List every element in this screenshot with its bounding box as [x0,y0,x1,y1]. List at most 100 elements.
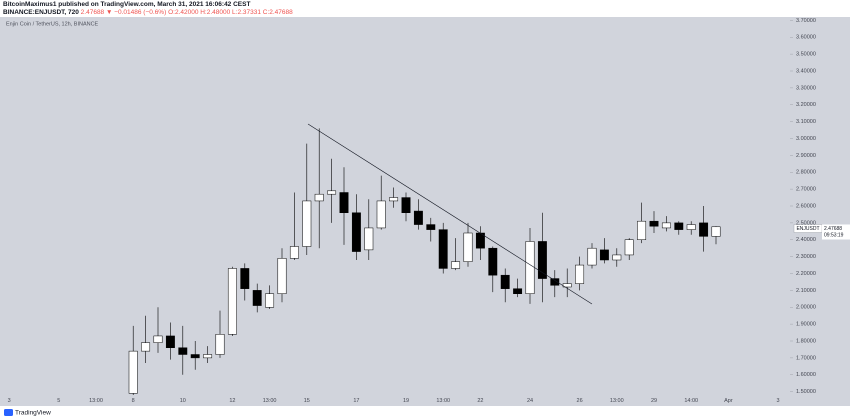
candle-body [537,241,547,279]
header-bar [0,0,850,17]
candle-body [351,212,361,252]
x-tick-label: 8 [132,398,135,404]
x-tick-label: 5 [57,398,60,404]
x-tick-label: 29 [651,398,657,404]
x-tick-label: 24 [527,398,533,404]
y-tick-label: 2.00000 [796,305,816,311]
x-tick-label: Apr [724,398,733,404]
candle-body [674,222,684,230]
candle-body [513,288,523,294]
candle-body [165,335,175,348]
candle-body [500,274,510,289]
candle-body [178,347,188,355]
footer-logo: TradingView [4,409,51,417]
candle-body [637,220,647,240]
y-tick-label: 3.10000 [796,119,816,125]
chart-background [0,17,850,406]
x-tick-label: 13:00 [263,398,277,404]
candle-body [215,334,225,355]
candle-body [302,200,312,247]
candle-body [624,239,634,256]
candle-body [128,350,138,394]
x-tick-label: 13:00 [436,398,450,404]
y-tick-label: 1.60000 [796,372,816,378]
candle-body [314,193,324,202]
candle-body [376,200,386,229]
tag-symbol: ENJUSDT [796,226,819,232]
candle-body [190,354,200,359]
y-tick-label: 2.10000 [796,288,816,294]
header-line: BitcoinMaximus1 published on TradingView… [3,1,250,8]
candle-body [227,268,237,335]
y-tick-label: 3.30000 [796,85,816,91]
candle-body [451,261,461,269]
candle-body [240,268,250,289]
symbol: BINANCE:ENJUSDT, 720 [3,9,79,16]
x-tick-label: 19 [403,398,409,404]
candle-body [364,227,374,251]
trend-line [307,123,593,305]
y-tick-label: 1.90000 [796,322,816,328]
y-tick-label: 2.90000 [796,153,816,159]
price-tag: ENJUSDT 2.47688 09:53:19 [793,224,850,240]
candle-body [661,222,671,229]
header-symbol: BINANCE:ENJUSDT, 720 2.47688 ▼ −0.01486 … [3,9,293,16]
y-tick-label: 2.20000 [796,271,816,277]
candle-body [686,224,696,230]
y-tick-label: 2.80000 [796,170,816,176]
candle-body [327,190,337,195]
candle-body [587,247,597,266]
candle-body [488,247,498,276]
candle-body [575,264,585,284]
x-tick-label: 13:00 [610,398,624,404]
candle-body [265,293,275,308]
candle-body [153,335,163,343]
y-tick-label: 1.80000 [796,338,816,344]
x-tick-label: 14:00 [684,398,698,404]
candle-body [252,290,262,306]
x-tick-label: 17 [353,398,359,404]
candle-body [699,222,709,237]
candle-body [401,197,411,213]
y-tick-label: 2.30000 [796,254,816,260]
y-tick-label: 3.50000 [796,52,816,58]
candle-body [277,258,287,294]
candle-body [550,278,560,286]
tag-countdown: 09:53:19 [824,232,844,238]
candle-body [203,354,213,359]
y-tick-label: 3.70000 [796,18,816,24]
logo-icon [4,409,13,416]
y-tick-label: 3.60000 [796,35,816,41]
y-tick-label: 2.60000 [796,203,816,209]
y-tick-label: 2.70000 [796,187,816,193]
candle-body [525,241,535,294]
candle-body [339,192,349,213]
candle-body [438,229,448,269]
candle-body [711,226,721,237]
candle-body [599,249,609,261]
x-tick-label: 15 [304,398,310,404]
candle-body [426,224,436,230]
x-tick-label: 12 [229,398,235,404]
plot [128,128,721,395]
logo-text: TradingView [15,410,51,417]
y-tick-label: 2.40000 [796,237,816,243]
footer-bar [0,406,850,420]
candle-body [141,342,151,352]
candle-body [463,232,473,262]
x-tick-label: 13:00 [89,398,103,404]
candle-body [649,220,659,227]
y-tick-label: 3.00000 [796,136,816,142]
x-tick-label: 3 [776,398,779,404]
candle-body [612,254,622,261]
y-tick-label: 1.50000 [796,389,816,395]
tag-price-box [822,224,850,240]
x-tick-label: 3 [8,398,11,404]
tag-price: 2.47688 [824,226,842,232]
x-tick-label: 26 [577,398,583,404]
x-tick-label: 22 [477,398,483,404]
x-tick-label: 10 [180,398,186,404]
candle-body [413,210,423,225]
